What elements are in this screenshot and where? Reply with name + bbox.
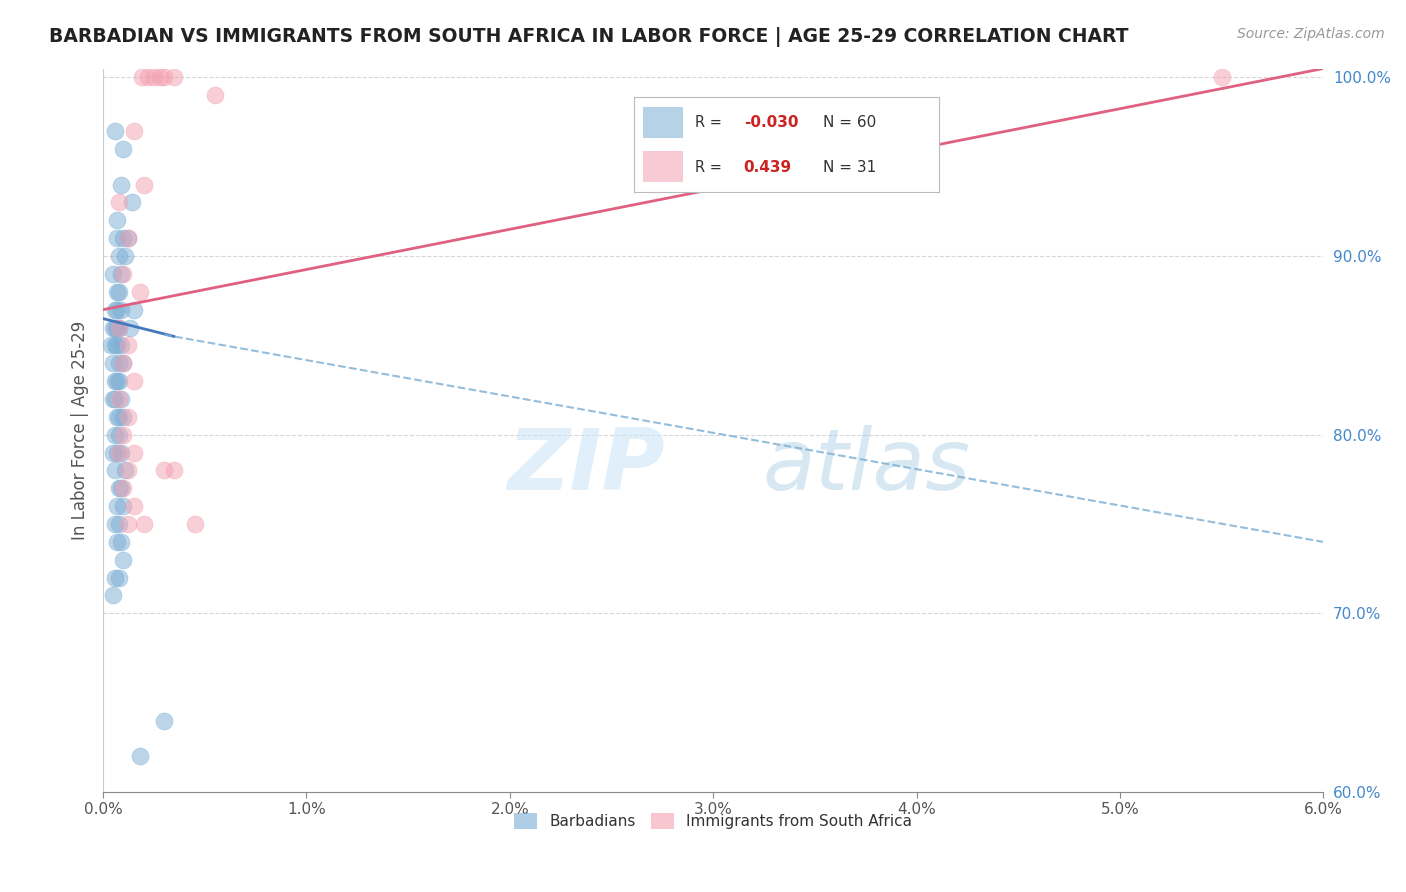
Point: [117, 516, 139, 531]
Point: [153, 70, 176, 85]
Point: [128, 749, 150, 764]
Point: [100, 338, 122, 352]
Point: [108, 427, 131, 442]
Point: [118, 320, 141, 334]
Point: [103, 445, 125, 459]
Point: [128, 285, 150, 299]
Point: [117, 231, 139, 245]
Point: [117, 409, 139, 424]
Point: [110, 534, 132, 549]
Point: [183, 516, 205, 531]
Point: [105, 338, 128, 352]
Point: [105, 302, 128, 317]
Point: [104, 374, 127, 388]
Point: [105, 231, 128, 245]
Point: [112, 481, 135, 495]
Point: [131, 70, 153, 85]
Point: [108, 392, 131, 406]
Point: [108, 320, 131, 334]
Point: [117, 463, 139, 477]
Point: [112, 267, 135, 281]
Point: [105, 534, 128, 549]
Legend: Barbadians, Immigrants from South Africa: Barbadians, Immigrants from South Africa: [508, 806, 918, 835]
Point: [110, 178, 132, 192]
Point: [104, 516, 127, 531]
Point: [163, 70, 186, 85]
Point: [108, 374, 131, 388]
Point: [112, 427, 135, 442]
Point: [103, 320, 125, 334]
Point: [103, 356, 125, 370]
Point: [110, 267, 132, 281]
Point: [122, 302, 145, 317]
Point: [108, 481, 131, 495]
Point: [104, 124, 127, 138]
Point: [110, 445, 132, 459]
Point: [122, 499, 145, 513]
Point: [104, 571, 127, 585]
Point: [104, 392, 127, 406]
Point: [105, 320, 128, 334]
Point: [143, 70, 166, 85]
Point: [112, 356, 135, 370]
Point: [108, 195, 131, 210]
Y-axis label: In Labor Force | Age 25-29: In Labor Force | Age 25-29: [72, 320, 89, 540]
Point: [110, 481, 132, 495]
Point: [121, 195, 143, 210]
Point: [204, 88, 226, 103]
Point: [149, 70, 172, 85]
Point: [117, 231, 139, 245]
Point: [112, 231, 135, 245]
Text: ZIP: ZIP: [506, 425, 665, 508]
Point: [132, 516, 155, 531]
Point: [105, 499, 128, 513]
Point: [104, 463, 127, 477]
Point: [132, 178, 155, 192]
Point: [112, 356, 135, 370]
Point: [108, 285, 131, 299]
Point: [110, 338, 132, 352]
Point: [104, 320, 127, 334]
Point: [108, 320, 131, 334]
Point: [103, 589, 125, 603]
Point: [110, 302, 132, 317]
Point: [108, 409, 131, 424]
Point: [163, 463, 186, 477]
Point: [122, 124, 145, 138]
Point: [114, 249, 136, 263]
Point: [105, 409, 128, 424]
Point: [108, 249, 131, 263]
Point: [136, 70, 159, 85]
Point: [104, 302, 127, 317]
Point: [114, 463, 136, 477]
Text: BARBADIAN VS IMMIGRANTS FROM SOUTH AFRICA IN LABOR FORCE | AGE 25-29 CORRELATION: BARBADIAN VS IMMIGRANTS FROM SOUTH AFRIC…: [49, 27, 1129, 46]
Point: [108, 571, 131, 585]
Point: [110, 392, 132, 406]
Point: [103, 392, 125, 406]
Point: [112, 499, 135, 513]
Point: [112, 142, 135, 156]
Point: [108, 516, 131, 531]
Point: [105, 213, 128, 227]
Point: [105, 285, 128, 299]
Point: [122, 445, 145, 459]
Point: [103, 267, 125, 281]
Point: [1211, 70, 1233, 85]
Point: [117, 338, 139, 352]
Point: [122, 374, 145, 388]
Point: [105, 445, 128, 459]
Point: [112, 409, 135, 424]
Point: [153, 714, 176, 728]
Text: Source: ZipAtlas.com: Source: ZipAtlas.com: [1237, 27, 1385, 41]
Point: [153, 463, 176, 477]
Point: [104, 338, 127, 352]
Point: [104, 427, 127, 442]
Point: [108, 445, 131, 459]
Point: [112, 553, 135, 567]
Point: [105, 374, 128, 388]
Text: atlas: atlas: [762, 425, 970, 508]
Point: [108, 356, 131, 370]
